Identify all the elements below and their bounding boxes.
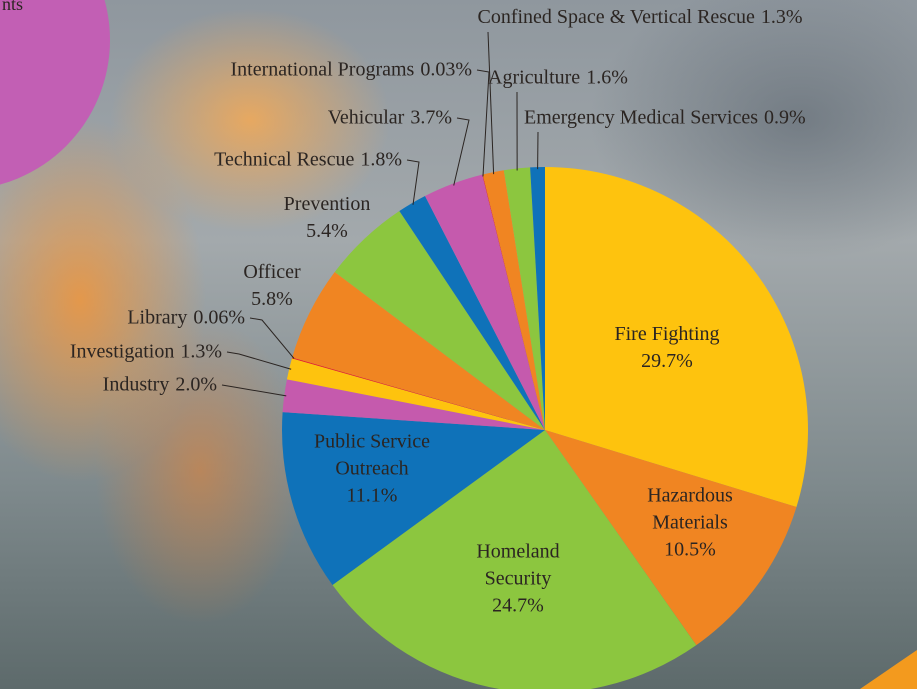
- value-label: 0.9%: [763, 106, 806, 129]
- pie-slice: [286, 358, 545, 430]
- pie-slice: [292, 272, 545, 430]
- category-label: Prevention: [283, 193, 371, 215]
- pie-slice: [425, 174, 545, 430]
- slice-label: Hazardous Materials 10.5%: [630, 483, 750, 564]
- slice-label: Prevention 5.4%: [267, 191, 387, 245]
- value-label: 2.0%: [175, 373, 217, 396]
- leader-line: [453, 117, 470, 186]
- pie-slice: [482, 174, 545, 430]
- value-label: 0.03%: [420, 58, 472, 81]
- value-label: 5.4%: [306, 220, 348, 242]
- slice-label: Agriculture 1.6%: [488, 65, 628, 92]
- pie-slice: [482, 170, 545, 430]
- pie-slice: [545, 430, 797, 646]
- leader-line: [249, 317, 295, 359]
- category-label: Confined Space & Vertical Rescue: [477, 6, 755, 28]
- value-label: 11.1%: [346, 484, 398, 507]
- pie-slice: [332, 430, 697, 689]
- leader-line: [476, 69, 490, 177]
- pie-slice: [291, 357, 545, 430]
- category-label: Hazardous Materials: [647, 484, 733, 534]
- category-label: Officer: [243, 261, 301, 283]
- leader-line: [221, 384, 287, 397]
- value-label: 0.06%: [193, 306, 245, 329]
- value-label: 24.7%: [492, 594, 544, 617]
- neighbor-chart-text: nts: [2, 0, 23, 14]
- slice-label: Industry 2.0%: [103, 372, 217, 399]
- slice-label: Public Service Outreach 11.1%: [292, 429, 452, 510]
- slice-label: Vehicular 3.7%: [328, 105, 452, 132]
- category-label: Investigation: [69, 340, 175, 363]
- category-label: Fire Fighting: [614, 323, 720, 345]
- value-label: 1.8%: [360, 148, 402, 171]
- slice-label: Library 0.06%: [127, 305, 245, 332]
- slice-label: Technical Rescue 1.8%: [214, 147, 402, 174]
- leader-line: [226, 351, 292, 370]
- value-label: 1.3%: [760, 6, 803, 28]
- slice-label: Investigation 1.3%: [70, 339, 222, 366]
- pie-slice: [281, 412, 545, 585]
- slice-label: Fire Fighting 29.7%: [597, 321, 737, 375]
- pie-slice: [545, 167, 808, 508]
- leader-line: [406, 159, 420, 205]
- slice-label: Officer 5.8%: [232, 259, 312, 313]
- value-label: 29.7%: [641, 350, 693, 372]
- category-label: Industry: [102, 373, 170, 396]
- slice-label: Confined Space & Vertical Rescue 1.3%: [478, 4, 803, 31]
- category-label: Technical Rescue: [214, 148, 355, 171]
- slice-label: International Programs 0.03%: [230, 57, 472, 84]
- pie-slice: [399, 195, 545, 430]
- value-label: 1.6%: [586, 66, 628, 89]
- slice-label: Emergency Medical Services 0.9%: [524, 105, 806, 132]
- category-label: Homeland Security: [476, 540, 560, 590]
- pie-slice: [282, 379, 545, 430]
- category-label: International Programs: [230, 58, 415, 81]
- value-label: 5.8%: [251, 288, 293, 310]
- corner-shape: [860, 650, 917, 689]
- pie-slice: [334, 211, 545, 430]
- category-label: Emergency Medical Services: [524, 106, 758, 129]
- value-label: 1.3%: [180, 340, 222, 363]
- value-label: 3.7%: [410, 106, 452, 129]
- pie: [281, 167, 808, 689]
- category-label: Public Service Outreach: [313, 430, 431, 480]
- leader-line: [487, 31, 495, 175]
- category-label: Agriculture: [488, 66, 581, 89]
- pie-slice: [530, 167, 545, 430]
- value-label: 10.5%: [664, 538, 716, 561]
- pie-slice: [503, 167, 545, 430]
- category-label: Vehicular: [327, 106, 405, 129]
- neighbor-chart-fragment: [0, 0, 110, 185]
- slice-label: Homeland Security 24.7%: [463, 539, 573, 620]
- category-label: Library: [127, 306, 188, 329]
